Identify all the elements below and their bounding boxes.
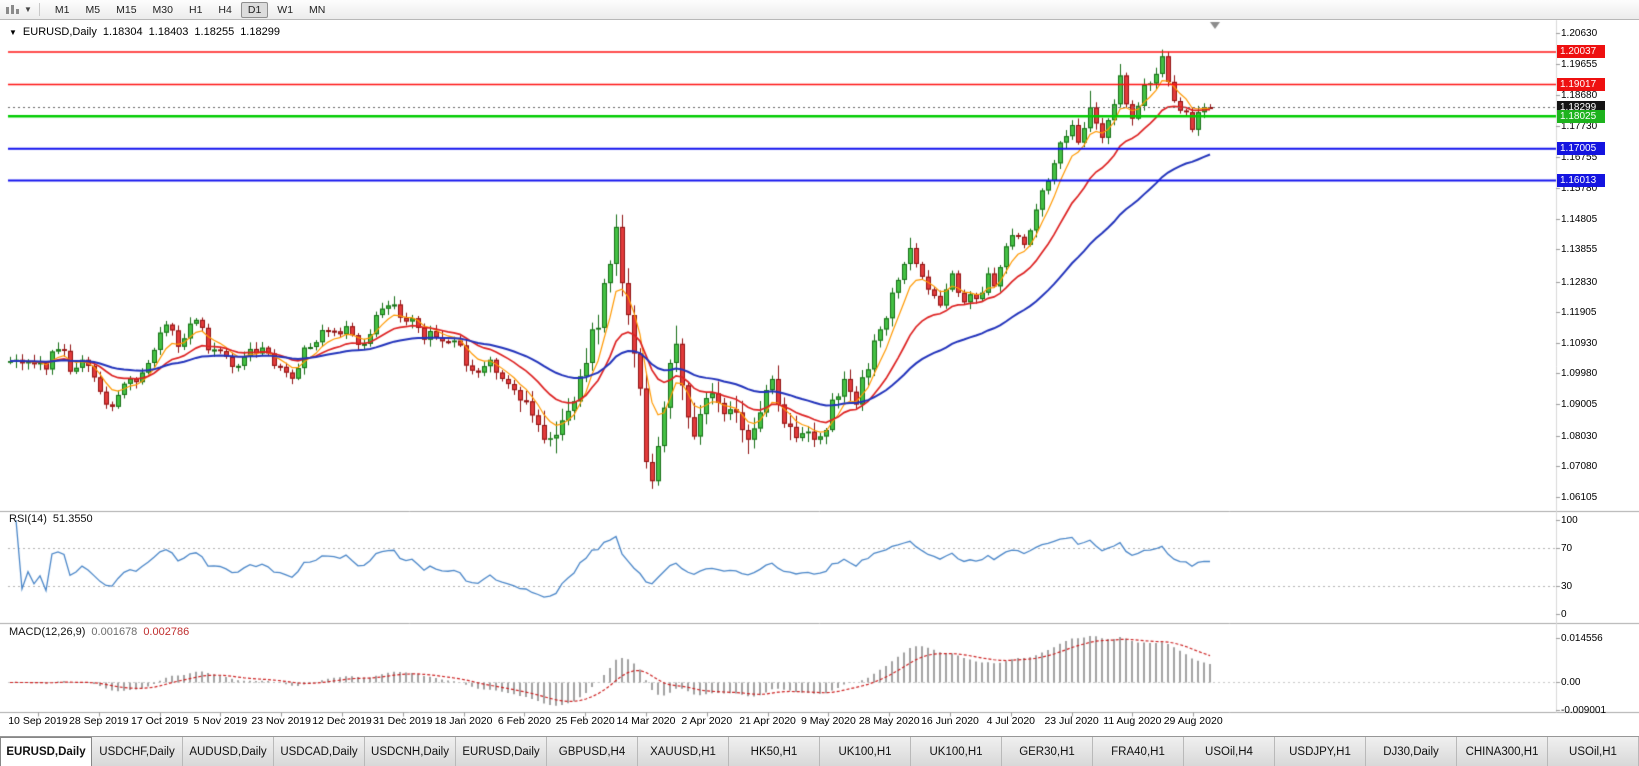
chart-tab-usoil-h1[interactable]: USOil,H1: [1548, 737, 1639, 766]
date-axis-label: 28 May 2020: [858, 715, 920, 727]
date-axis-label: 17 Oct 2019: [130, 715, 189, 727]
timeframe-button-mn[interactable]: MN: [309, 3, 326, 16]
price-axis-label: 1.12830: [1561, 277, 1598, 289]
date-axis-label: 14 Mar 2020: [616, 715, 676, 727]
date-axis-label: 23 Jul 2020: [1044, 715, 1099, 727]
chart-title: ▼ EURUSD,Daily 1.18304 1.18403 1.18255 1…: [9, 26, 280, 38]
chart-tab-usdchf-daily[interactable]: USDCHF,Daily: [92, 737, 183, 766]
price-axis-label: 1.15780: [1561, 182, 1598, 194]
price-axis-label: 1.10930: [1561, 337, 1598, 349]
timeframe-buttons: M1 M5 M15 M30 H1 H4 D1 W1 MN: [47, 1, 333, 18]
timeframe-button-m1[interactable]: M1: [54, 3, 70, 16]
rsi-axis-label: 100: [1561, 515, 1578, 526]
chart-tab-dj30-daily[interactable]: DJ30,Daily: [1366, 737, 1457, 766]
timeframe-button-m15[interactable]: M15: [116, 3, 137, 16]
chart-tab-uk100-h1[interactable]: UK100,H1: [820, 737, 911, 766]
chart-type-icon[interactable]: [5, 4, 21, 16]
chart-tab-audusd-daily[interactable]: AUDUSD,Daily: [183, 737, 274, 766]
macd-axis-label: -0.009001: [1561, 705, 1607, 716]
date-axis-label: 21 Apr 2020: [739, 715, 796, 727]
date-axis-label: 23 Nov 2019: [251, 715, 311, 727]
date-axis-label: 31 Dec 2019: [373, 715, 433, 727]
date-axis-label: 4 Jul 2020: [986, 715, 1036, 727]
macd-main-value: 0.001678: [91, 626, 138, 638]
macd-axis-label: 0.014556: [1561, 633, 1603, 644]
date-axis-label: 2 Apr 2020: [681, 715, 733, 727]
price-tag-1.16013: 1.16013: [1557, 173, 1605, 187]
rsi-axis-label: 70: [1561, 543, 1573, 555]
price-axis-label: 1.18680: [1561, 90, 1598, 102]
chart-tab-hk50-h1[interactable]: HK50,H1: [729, 737, 820, 766]
symbol-marker-icon: ▼: [9, 27, 17, 37]
date-axis-label: 9 May 2020: [800, 715, 856, 727]
rsi-axis-label: 0: [1561, 609, 1567, 620]
date-axis-label: 6 Feb 2020: [497, 715, 551, 727]
chart-tab-usoil-h4[interactable]: USOil,H4: [1184, 737, 1275, 766]
timeframe-button-m5[interactable]: M5: [85, 3, 101, 16]
date-axis-label: 5 Nov 2019: [193, 715, 248, 727]
price-tag-1.19017: 1.19017: [1557, 78, 1605, 92]
date-axis-label: 29 Aug 2020: [1163, 715, 1223, 727]
open-value: 1.18304: [102, 26, 143, 38]
timeframe-button-h4[interactable]: H4: [218, 3, 232, 16]
symbol-label: EURUSD,Daily: [22, 26, 97, 38]
close-value: 1.18299: [240, 26, 280, 38]
price-axis-label: 1.09980: [1561, 368, 1598, 380]
dropdown-caret-icon[interactable]: ▼: [24, 5, 32, 14]
rsi-name: RSI(14): [9, 513, 47, 525]
chart-tab-gbpusd-h4[interactable]: GBPUSD,H4: [547, 737, 638, 766]
date-axis-label: 11 Aug 2020: [1103, 715, 1162, 727]
timeframe-button-h1[interactable]: H1: [188, 3, 203, 16]
chart-tab-fra40-h1[interactable]: FRA40,H1: [1093, 737, 1184, 766]
date-axis-label: 16 Jun 2020: [921, 715, 979, 727]
date-axis-label: 18 Jan 2020: [434, 715, 493, 727]
macd-indicator-label: MACD(12,26,9) 0.001678 0.002786: [9, 626, 189, 638]
timeframe-button-d1[interactable]: D1: [240, 1, 269, 18]
chart-tab-uk100-h1[interactable]: UK100,H1: [911, 737, 1002, 766]
toolbar-separator: [38, 3, 40, 16]
low-value: 1.18255: [194, 26, 235, 38]
timeframe-toolbar: ▼ M1 M5 M15 M30 H1 H4 D1 W1 MN: [0, 0, 1639, 20]
chart-tab-usdcad-daily[interactable]: USDCAD,Daily: [274, 737, 365, 766]
high-value: 1.18403: [148, 26, 189, 38]
price-axis-label: 1.09005: [1561, 399, 1598, 411]
chart-tab-eurusd-daily[interactable]: EURUSD,Daily: [456, 737, 547, 766]
chart-tab-ger30-h1[interactable]: GER30,H1: [1002, 737, 1093, 766]
price-axis-label: 1.19655: [1561, 59, 1598, 71]
rsi-value: 51.3550: [52, 513, 93, 525]
date-axis-label: 28 Sep 2019: [69, 715, 129, 727]
date-axis-label: 25 Feb 2020: [555, 715, 615, 727]
rsi-axis-label: 30: [1561, 580, 1573, 592]
price-axis-label: 1.08030: [1561, 430, 1598, 442]
price-tag-1.17005: 1.17005: [1557, 142, 1605, 156]
timeframe-button-w1[interactable]: W1: [277, 3, 294, 16]
price-axis-label: 1.11905: [1561, 306, 1597, 318]
date-axis-label: 12 Dec 2019: [312, 715, 372, 727]
chart-tab-xauusd-h1[interactable]: XAUUSD,H1: [638, 737, 729, 766]
price-tag-1.20037: 1.20037: [1557, 45, 1605, 59]
rsi-indicator-label: RSI(14) 51.3550: [9, 513, 93, 525]
macd-axis-label: 0.00: [1561, 677, 1581, 689]
price-axis-label: 1.20630: [1561, 28, 1598, 39]
macd-signal-value: 0.002786: [143, 626, 190, 638]
chart-tabs-bar: EURUSD,Daily USDCHF,Daily AUDUSD,Daily USDC…: [0, 736, 1639, 766]
price-tag-1.18025: 1.18025: [1557, 109, 1605, 123]
price-axis-label: 1.16755: [1561, 151, 1598, 163]
chart-tab-usdjpy-h1[interactable]: USDJPY,H1: [1275, 737, 1366, 766]
chart-tab-china300-h1[interactable]: CHINA300,H1: [1457, 737, 1548, 766]
macd-name: MACD(12,26,9): [9, 626, 86, 638]
timeframe-button-m30[interactable]: M30: [152, 3, 173, 16]
chart-tab-eurusd-daily[interactable]: EURUSD,Daily: [0, 737, 92, 766]
price-axis-label: 1.14805: [1561, 214, 1598, 226]
price-axis-label: 1.06105: [1561, 492, 1598, 503]
chart-tab-usdcnh-daily[interactable]: USDCNH,Daily: [365, 737, 456, 766]
price-axis-label: 1.13855: [1561, 244, 1598, 256]
price-axis-label: 1.07080: [1561, 460, 1598, 472]
price-axis-label: 1.17730: [1561, 120, 1598, 132]
date-axis-label: 10 Sep 2019: [8, 715, 68, 727]
